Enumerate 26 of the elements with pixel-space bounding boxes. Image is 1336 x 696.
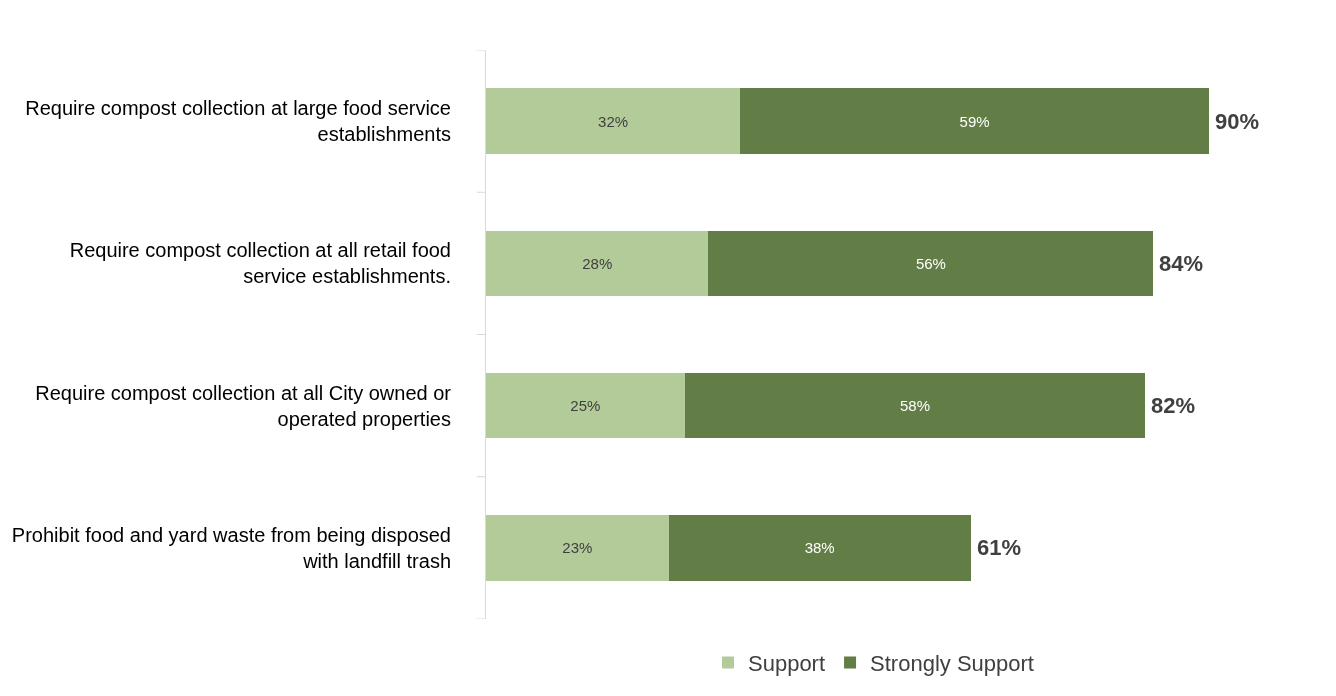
bar [708,230,1154,297]
y-tick-label: Prohibit food and yard waste from being disposed with landfill trash [11,523,451,572]
total-label: 84% [1159,251,1204,276]
bar [740,88,1209,154]
bar [486,88,741,154]
bar [486,515,669,581]
total-label: 90% [1215,109,1260,134]
total-label: 61% [977,535,1022,560]
data-label: 28% [582,254,613,272]
data-label: 58% [900,397,931,415]
data-label: 59% [959,112,990,130]
legend-label: Support [748,651,826,677]
data-label: 56% [915,254,946,272]
total-label: 82% [1151,393,1196,418]
legend-label: Strongly Support [870,651,1034,677]
data-label: 23% [562,539,593,557]
bar [668,515,971,581]
y-tick-label: Require compost collection at large food service establishments [25,97,451,146]
data-label: 38% [804,539,835,557]
bar [486,372,685,439]
data-label: 25% [570,397,601,415]
bar [684,372,1146,439]
y-tick-label: Require compost collection at all City owned or operated properties [35,381,452,430]
bar [486,230,709,297]
y-tick-label: Require compost collection at all retail food service establishments. [69,239,451,288]
data-label: 32% [598,112,629,130]
